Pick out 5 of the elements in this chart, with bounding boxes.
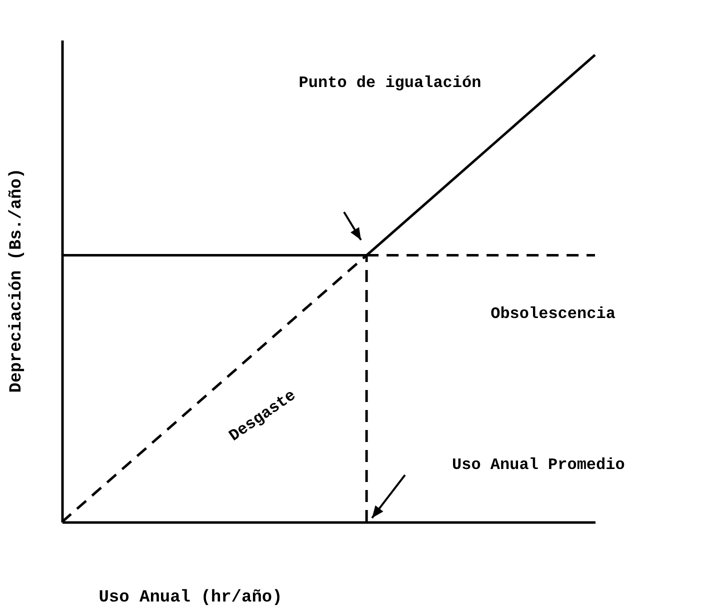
annotation: Obsolescencia xyxy=(490,305,616,323)
y-axis-title: Depreciación (Bs./año) xyxy=(8,168,26,393)
x-axis-title: Uso Anual (hr/año) xyxy=(98,588,282,608)
annotation: Uso Anual Promedio xyxy=(452,456,625,474)
annotation: Punto de igualación xyxy=(298,74,482,92)
